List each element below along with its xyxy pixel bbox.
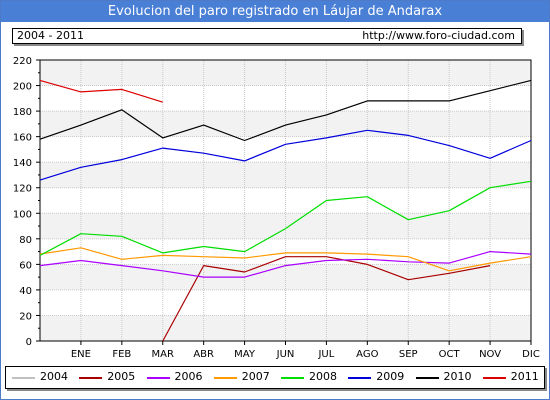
series-line-2006	[39, 251, 532, 278]
x-tick-label: FEB	[112, 349, 131, 360]
y-tick-label: 60	[19, 260, 32, 271]
legend-label: 2010	[443, 370, 472, 383]
x-tick-label: AGO	[356, 349, 378, 360]
x-tick-label: DIC	[522, 349, 540, 360]
info-box: 2004 - 2011 http://www.foro-ciudad.com	[12, 28, 522, 44]
x-tick-label: SEP	[399, 349, 418, 360]
series-line-2008	[39, 180, 532, 256]
legend-item-2004: 2004	[12, 367, 73, 388]
legend-label: 2005	[107, 370, 136, 383]
period-label: 2004 - 2011	[17, 29, 84, 42]
y-tick-label: 100	[13, 209, 32, 220]
x-tick-label: NOV	[479, 349, 501, 360]
legend-swatch	[482, 377, 506, 379]
series-line-2009	[39, 129, 532, 181]
y-tick-label: 20	[19, 311, 32, 322]
legend-label: 2006	[174, 370, 203, 383]
series-lines	[39, 79, 532, 342]
y-tick-label: 160	[13, 133, 32, 144]
legend-swatch	[415, 377, 439, 379]
legend-label: 2011	[510, 370, 539, 383]
legend-label: 2004	[40, 370, 68, 383]
legend-item-2006: 2006	[146, 367, 208, 388]
y-tick-label: 180	[13, 107, 32, 118]
legend-swatch	[12, 377, 35, 379]
legend-swatch	[281, 377, 304, 379]
legend-swatch	[79, 377, 103, 379]
y-tick-label: 40	[19, 286, 32, 297]
y-tick-label: 80	[19, 235, 32, 246]
x-tick-label: JUN	[276, 349, 295, 360]
y-tick-label: 140	[13, 158, 32, 169]
legend-label: 2007	[241, 370, 270, 383]
x-tick-label: ENE	[71, 349, 91, 360]
series-line-2005	[162, 256, 491, 342]
x-tick-label: ABR	[193, 349, 214, 360]
x-tick-label: MAY	[234, 349, 256, 360]
series-line-2010	[39, 79, 532, 142]
y-tick-label: 0	[26, 337, 32, 348]
source-url: http://www.foro-ciudad.com	[362, 29, 515, 42]
legend-swatch	[213, 377, 237, 379]
series-line-2007	[39, 247, 532, 272]
legend-item-2009: 2009	[348, 367, 409, 388]
y-axis: 0 20 40 60 80 100 120 140 160 180 200 220	[13, 56, 40, 348]
chart-title: Evolucion del paro registrado en Láujar …	[1, 1, 549, 22]
x-tick-label: OCT	[439, 349, 461, 360]
y-tick-label: 200	[13, 82, 32, 93]
y-tick-label: 220	[13, 56, 32, 67]
legend-item-2007: 2007	[213, 367, 275, 388]
legend-item-2011: 2011	[482, 367, 544, 388]
legend-swatch	[146, 377, 170, 379]
legend-item-2010: 2010	[415, 367, 477, 388]
x-axis: ENE FEB MAR ABR MAY JUN JUL AGO SEP OCT NOV DIC	[71, 341, 540, 360]
legend-item-2008: 2008	[281, 367, 342, 388]
y-tick-label: 120	[13, 184, 32, 195]
series-line-2011	[39, 79, 163, 103]
legend-item-2005: 2005	[79, 367, 140, 388]
legend-swatch	[348, 377, 372, 379]
legend-label: 2008	[309, 370, 337, 383]
x-tick-label: JUL	[317, 349, 334, 360]
legend: 2004 2005 2006 2007 2008 2009 2010 2011	[5, 366, 545, 389]
legend-label: 2009	[376, 370, 405, 383]
x-tick-label: MAR	[152, 349, 174, 360]
